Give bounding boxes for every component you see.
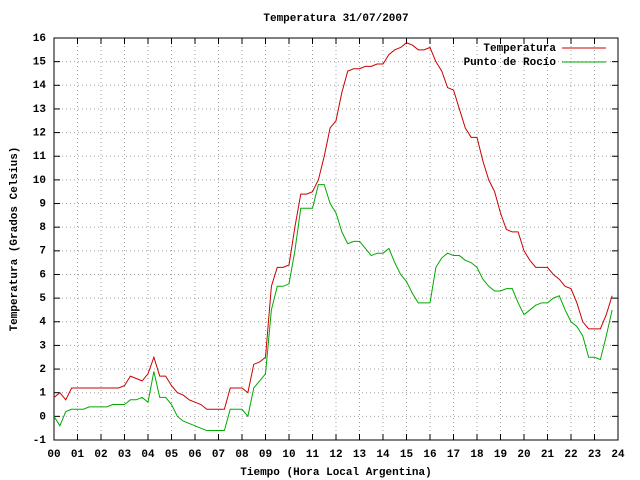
x-tick-label: 21 <box>541 449 555 461</box>
x-tick-label: 00 <box>47 449 60 461</box>
x-tick-label: 20 <box>517 449 530 461</box>
x-tick-label: 09 <box>259 449 272 461</box>
x-tick-label: 03 <box>118 449 132 461</box>
x-tick-label: 14 <box>376 449 390 461</box>
x-tick-label: 04 <box>141 449 155 461</box>
x-tick-label: 11 <box>306 449 320 461</box>
y-tick-label: 2 <box>39 364 46 376</box>
x-tick-label: 05 <box>165 449 179 461</box>
y-tick-label: 4 <box>39 317 46 329</box>
data-line <box>53 42 613 410</box>
y-tick-label: 10 <box>33 175 46 187</box>
y-tick-label: 11 <box>33 151 47 163</box>
y-tick-label: 16 <box>33 33 46 45</box>
x-tick-label: 07 <box>212 449 225 461</box>
x-tick-label: 06 <box>188 449 201 461</box>
y-tick-label: 6 <box>39 269 46 281</box>
x-tick-label: 23 <box>588 449 602 461</box>
data-line <box>53 184 613 432</box>
chart-title: Temperatura 31/07/2007 <box>263 13 408 25</box>
x-tick-label: 08 <box>235 449 249 461</box>
legend-label: Punto de Rocío <box>464 57 557 69</box>
y-tick-label: 3 <box>39 340 46 352</box>
x-tick-label: 12 <box>329 449 342 461</box>
x-tick-label: 02 <box>94 449 107 461</box>
y-tick-label: 15 <box>33 57 47 69</box>
y-tick-label: 12 <box>33 127 46 139</box>
plot-border <box>53 37 619 441</box>
x-axis-label: Tiempo (Hora Local Argentina) <box>240 467 431 479</box>
y-tick-label: 1 <box>39 388 46 400</box>
x-tick-label: 13 <box>353 449 367 461</box>
x-tick-label: 10 <box>282 449 295 461</box>
x-tick-label: 16 <box>423 449 436 461</box>
y-tick-label: 7 <box>39 246 46 258</box>
x-tick-label: 01 <box>71 449 85 461</box>
y-tick-label: 13 <box>33 104 47 116</box>
y-tick-label: 5 <box>39 293 46 305</box>
y-axis-label: Temperatura (Grados Celsius) <box>9 147 21 332</box>
x-tick-label: 24 <box>611 449 625 461</box>
x-tick-label: 15 <box>400 449 414 461</box>
y-tick-label: 0 <box>39 411 46 423</box>
legend-label: Temperatura <box>483 43 556 55</box>
x-tick-label: 18 <box>470 449 484 461</box>
x-tick-label: 17 <box>447 449 460 461</box>
y-tick-label: 14 <box>33 80 47 92</box>
y-tick-label: 8 <box>39 222 46 234</box>
x-tick-label: 19 <box>494 449 507 461</box>
y-tick-label: -1 <box>33 435 47 447</box>
y-tick-label: 9 <box>39 198 46 210</box>
x-tick-label: 22 <box>564 449 577 461</box>
